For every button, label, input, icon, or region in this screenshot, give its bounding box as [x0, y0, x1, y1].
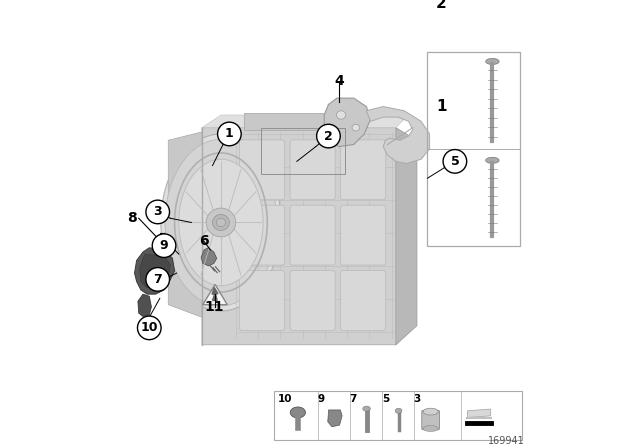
Polygon shape	[138, 294, 152, 316]
Circle shape	[138, 316, 161, 340]
Polygon shape	[324, 98, 371, 146]
Text: 1: 1	[225, 128, 234, 141]
Ellipse shape	[423, 408, 438, 415]
Text: 10: 10	[141, 321, 158, 334]
Bar	[274, 391, 522, 439]
Text: 7: 7	[349, 394, 357, 404]
Circle shape	[317, 124, 340, 148]
Ellipse shape	[486, 157, 499, 164]
Polygon shape	[134, 248, 175, 294]
Ellipse shape	[337, 111, 346, 119]
Polygon shape	[202, 128, 413, 345]
FancyBboxPatch shape	[340, 271, 386, 330]
Text: 5: 5	[451, 155, 460, 168]
FancyBboxPatch shape	[239, 271, 285, 330]
Text: 6: 6	[199, 234, 209, 249]
Circle shape	[146, 200, 170, 224]
Text: 10: 10	[277, 394, 292, 404]
Text: 169941: 169941	[488, 436, 524, 446]
Circle shape	[218, 122, 241, 146]
Text: 3: 3	[154, 206, 162, 219]
FancyBboxPatch shape	[340, 205, 386, 265]
Bar	[428, 52, 520, 246]
Polygon shape	[328, 410, 342, 427]
Ellipse shape	[363, 406, 371, 411]
Text: 8: 8	[127, 211, 138, 225]
FancyBboxPatch shape	[290, 271, 335, 330]
Text: 7: 7	[154, 273, 162, 286]
Polygon shape	[202, 115, 408, 128]
FancyBboxPatch shape	[239, 140, 285, 200]
Text: 1: 1	[436, 99, 447, 113]
Ellipse shape	[165, 139, 276, 306]
Ellipse shape	[486, 58, 499, 65]
Text: 9: 9	[160, 239, 168, 252]
Text: 3: 3	[413, 394, 421, 404]
Ellipse shape	[352, 124, 360, 131]
Ellipse shape	[217, 219, 225, 226]
Ellipse shape	[216, 218, 225, 227]
Ellipse shape	[212, 215, 229, 230]
Text: 4: 4	[334, 74, 344, 88]
FancyBboxPatch shape	[340, 140, 386, 200]
Ellipse shape	[161, 134, 281, 311]
FancyBboxPatch shape	[422, 410, 440, 430]
Polygon shape	[203, 284, 227, 305]
FancyBboxPatch shape	[290, 205, 335, 265]
Polygon shape	[212, 288, 218, 301]
Polygon shape	[244, 113, 346, 130]
Polygon shape	[366, 107, 429, 164]
Text: 2: 2	[324, 129, 333, 142]
Circle shape	[443, 150, 467, 173]
Text: 11: 11	[205, 300, 225, 314]
Circle shape	[146, 267, 170, 291]
Polygon shape	[168, 132, 202, 317]
Ellipse shape	[396, 408, 402, 414]
Text: 9: 9	[317, 394, 325, 404]
Polygon shape	[467, 409, 491, 418]
Circle shape	[152, 234, 176, 258]
Ellipse shape	[423, 426, 438, 431]
Text: 2: 2	[436, 0, 447, 11]
Ellipse shape	[179, 159, 263, 286]
Bar	[261, 128, 346, 174]
Polygon shape	[140, 254, 170, 288]
Ellipse shape	[291, 407, 305, 418]
Polygon shape	[396, 128, 417, 345]
FancyBboxPatch shape	[239, 205, 285, 265]
Text: 5: 5	[381, 394, 389, 404]
FancyBboxPatch shape	[290, 140, 335, 200]
Polygon shape	[201, 248, 217, 266]
Ellipse shape	[206, 208, 236, 237]
